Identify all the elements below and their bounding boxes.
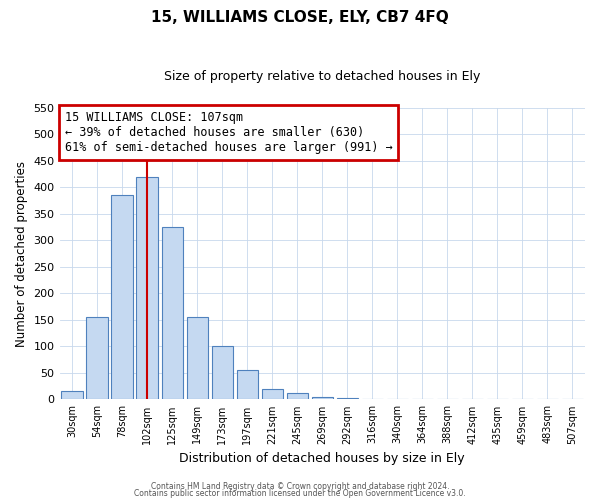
Y-axis label: Number of detached properties: Number of detached properties [15,160,28,346]
Bar [487,399,508,400]
Text: Contains HM Land Registry data © Crown copyright and database right 2024.: Contains HM Land Registry data © Crown c… [151,482,449,491]
Bar [387,399,408,400]
Text: 15 WILLIAMS CLOSE: 107sqm
← 39% of detached houses are smaller (630)
61% of semi: 15 WILLIAMS CLOSE: 107sqm ← 39% of detac… [65,110,392,154]
Title: Size of property relative to detached houses in Ely: Size of property relative to detached ho… [164,70,481,83]
Bar [136,176,158,400]
Bar [61,392,83,400]
Bar [462,399,483,400]
Bar [412,399,433,400]
Bar [311,397,333,400]
Bar [212,346,233,400]
Bar [187,317,208,400]
Bar [362,399,383,400]
Bar [86,317,108,400]
Text: 15, WILLIAMS CLOSE, ELY, CB7 4FQ: 15, WILLIAMS CLOSE, ELY, CB7 4FQ [151,10,449,25]
Bar [262,389,283,400]
Bar [236,370,258,400]
Bar [437,399,458,400]
Bar [112,196,133,400]
Bar [512,399,533,400]
Bar [537,399,558,400]
Bar [337,398,358,400]
X-axis label: Distribution of detached houses by size in Ely: Distribution of detached houses by size … [179,452,465,465]
Bar [287,393,308,400]
Text: Contains public sector information licensed under the Open Government Licence v3: Contains public sector information licen… [134,490,466,498]
Bar [562,399,583,400]
Bar [161,227,183,400]
